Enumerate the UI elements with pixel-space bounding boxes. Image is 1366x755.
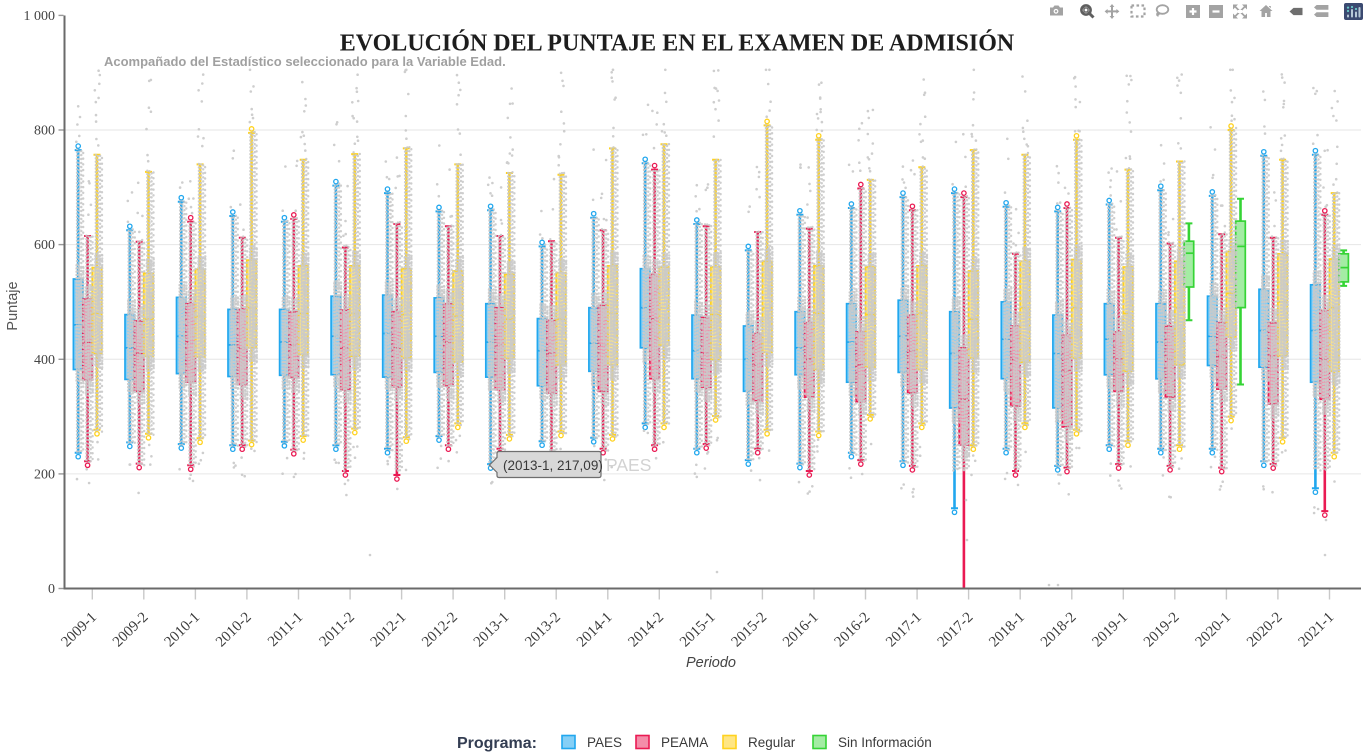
svg-text:Puntaje: Puntaje xyxy=(5,281,21,330)
svg-text:1 000: 1 000 xyxy=(24,9,56,24)
svg-text:200: 200 xyxy=(34,467,55,482)
svg-text:PAES: PAES xyxy=(606,455,651,475)
svg-text:Sin Información: Sin Información xyxy=(838,735,932,750)
svg-text:800: 800 xyxy=(34,124,55,139)
svg-text:Programa:: Programa: xyxy=(457,735,537,752)
svg-text:600: 600 xyxy=(34,238,55,253)
svg-text:Periodo: Periodo xyxy=(686,655,736,671)
svg-text:PEAMA: PEAMA xyxy=(661,735,708,750)
svg-text:Regular: Regular xyxy=(748,735,796,750)
svg-text:0: 0 xyxy=(48,582,55,597)
svg-text:400: 400 xyxy=(34,353,55,368)
svg-text:EVOLUCIÓN DEL PUNTAJE EN EL EX: EVOLUCIÓN DEL PUNTAJE EN EL EXAMEN DE AD… xyxy=(340,30,1015,57)
svg-text:Acompañado del Estadístico sel: Acompañado del Estadístico seleccionado … xyxy=(104,54,506,69)
svg-text:PAES: PAES xyxy=(587,735,622,750)
svg-text:(2013-1, 217,09): (2013-1, 217,09) xyxy=(503,458,603,473)
